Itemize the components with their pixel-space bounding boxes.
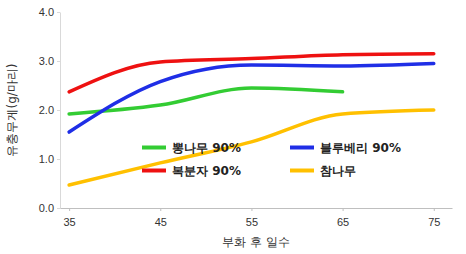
- tick: 75: [428, 208, 440, 228]
- tick-mark: [57, 208, 60, 209]
- tick: 35: [63, 208, 75, 228]
- plot: 0.0 1.0 2.0 3.0 4.0 35 45 55 65 75 뽕나무 90% 블루베리 90%…: [39, 6, 453, 228]
- tick-mark: [343, 208, 344, 211]
- tick: 2.0: [39, 104, 60, 116]
- tick-mark: [57, 110, 60, 111]
- tick-mark: [160, 208, 161, 211]
- tick-label: 35: [63, 216, 75, 228]
- legend-swatch: [142, 146, 166, 150]
- tick-label: 2.0: [39, 104, 54, 116]
- x-axis-title: 부화 후 일수: [222, 235, 290, 249]
- legend-item: 복분자 90%: [142, 164, 241, 178]
- legend-label: 복분자 90%: [172, 164, 241, 178]
- legend-item: 블루베리 90%: [290, 141, 401, 155]
- legend-item: 뽕나무 90%: [142, 141, 241, 155]
- legend-label: 참나무: [320, 164, 356, 178]
- legend: 뽕나무 90% 블루베리 90% 복분자 90% 참나무: [142, 141, 401, 178]
- series-line: [69, 110, 434, 185]
- axis-line: [61, 208, 453, 209]
- legend-swatch: [290, 169, 314, 173]
- tick-label: 3.0: [39, 55, 54, 67]
- y-axis: 0.0 1.0 2.0 3.0 4.0: [39, 6, 61, 214]
- tick: 0.0: [39, 202, 60, 214]
- tick: 4.0: [39, 6, 60, 18]
- tick-label: 55: [246, 216, 258, 228]
- legend-label: 블루베리 90%: [320, 141, 401, 155]
- tick-mark: [251, 208, 252, 211]
- legend-swatch: [142, 169, 166, 173]
- tick-label: 45: [155, 216, 167, 228]
- tick-mark: [57, 159, 60, 160]
- tick-mark: [57, 12, 60, 13]
- tick-mark: [434, 208, 435, 211]
- legend-label: 뽕나무 90%: [172, 141, 241, 155]
- tick-label: 1.0: [39, 153, 54, 165]
- series-line: [69, 54, 434, 92]
- tick-label: 65: [337, 216, 349, 228]
- tick-label: 0.0: [39, 202, 54, 214]
- tick: 1.0: [39, 153, 60, 165]
- series-line: [69, 63, 434, 132]
- axis-line: [60, 13, 61, 209]
- tick: 3.0: [39, 55, 60, 67]
- tick-label: 75: [428, 216, 440, 228]
- legend-swatch: [290, 146, 314, 150]
- x-axis: 35 45 55 65 75: [61, 208, 453, 228]
- tick: 65: [337, 208, 349, 228]
- tick-label: 4.0: [39, 6, 54, 18]
- tick-mark: [69, 208, 70, 211]
- y-axis-title: 유충무게(g/마리): [5, 63, 19, 156]
- tick: 55: [246, 208, 258, 228]
- tick-mark: [57, 61, 60, 62]
- legend-item: 참나무: [290, 164, 356, 178]
- tick: 45: [155, 208, 167, 228]
- lines: [69, 54, 434, 185]
- series-line: [69, 88, 342, 114]
- chart: 0.0 1.0 2.0 3.0 4.0 35 45 55 65 75 뽕나무 90% 블루베리 90%…: [0, 0, 466, 254]
